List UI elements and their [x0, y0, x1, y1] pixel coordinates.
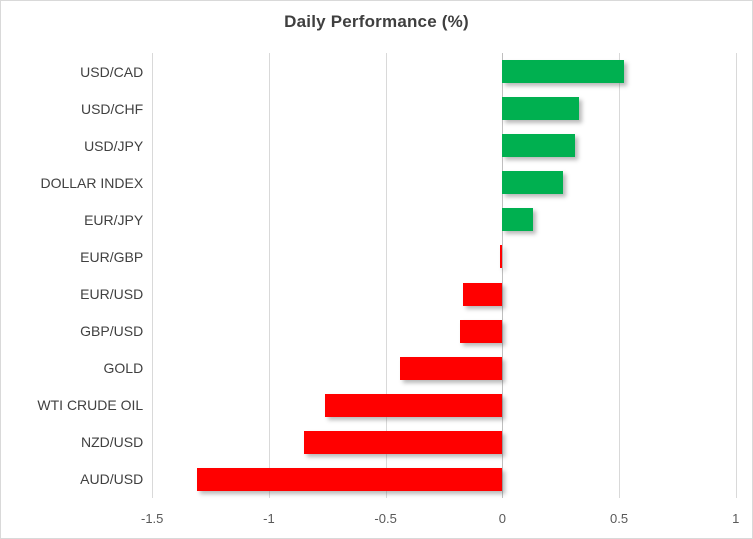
x-tick-label--1: -1	[263, 511, 275, 526]
gridline-0.5	[619, 53, 621, 498]
x-tick-label-0.5: 0.5	[610, 511, 629, 526]
bar-eur-gbp	[500, 245, 503, 269]
zero-axis-line	[502, 53, 504, 498]
category-label-eur-usd: EUR/USD	[80, 286, 144, 303]
category-label-wti-crude-oil: WTI CRUDE OIL	[37, 397, 144, 414]
bar-gold	[399, 356, 503, 380]
category-label-eur-gbp: EUR/GBP	[80, 248, 144, 265]
category-label-aud-usd: AUD/USD	[80, 471, 144, 488]
gridline--0.5	[385, 53, 387, 498]
category-label-usd-cad: USD/CAD	[80, 63, 144, 80]
bar-usd-jpy	[502, 134, 575, 158]
x-tick-label--1.5: -1.5	[140, 511, 164, 526]
bar-usd-chf	[502, 97, 580, 121]
bar-dollar-index	[502, 171, 564, 195]
chart-title: Daily Performance (%)	[284, 12, 469, 31]
gridline--1.5	[152, 53, 154, 498]
bar-aud-usd	[196, 467, 503, 491]
bar-nzd-usd	[303, 430, 503, 454]
category-label-eur-jpy: EUR/JPY	[84, 211, 144, 228]
gridline-1	[735, 53, 737, 498]
bar-eur-jpy	[502, 208, 533, 232]
category-label-dollar-index: DOLLAR INDEX	[40, 174, 144, 191]
gridline--1	[268, 53, 270, 498]
bar-eur-usd	[462, 282, 503, 306]
bar-usd-cad	[502, 60, 624, 84]
x-tick-label--0.5: -0.5	[374, 511, 397, 526]
x-tick-label-0: 0	[498, 511, 506, 526]
category-label-gold: GOLD	[103, 360, 144, 377]
category-label-gbp-usd: GBP/USD	[80, 323, 144, 340]
bar-gbp-usd	[460, 319, 503, 343]
category-label-usd-chf: USD/CHF	[80, 100, 144, 117]
bar-wti-crude-oil	[324, 393, 503, 417]
category-label-nzd-usd: NZD/USD	[80, 434, 144, 451]
x-tick-label-1: 1	[732, 511, 740, 526]
category-label-usd-jpy: USD/JPY	[84, 137, 144, 154]
